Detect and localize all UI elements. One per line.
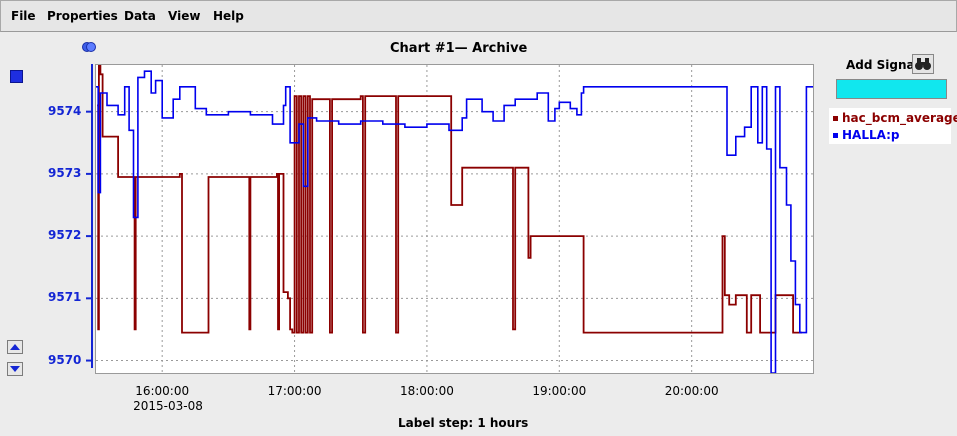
x-tick-label: 18:00:00 [399,384,454,398]
legend-swatch [833,133,838,138]
x-tick-label: 16:00:00 [135,384,190,398]
series-line-hac-bcm-average [97,64,802,334]
x-tick-label: 20:00:00 [664,384,719,398]
menu-properties[interactable]: Properties [47,9,118,23]
chart-title: Chart #1— Archive [390,41,528,56]
chart-svg [96,64,813,374]
pin-icon-secondary [86,42,96,52]
x-tick-label: 17:00:00 [267,384,322,398]
y-tick-label: 9571 [48,290,82,305]
legend-item-hac-bcm-average[interactable]: hac_bcm_average [833,111,957,125]
menu-help[interactable]: Help [213,9,244,23]
menu-data[interactable]: Data [124,9,156,23]
x-date-label: 2015-03-08 [133,399,203,413]
signal-input[interactable] [836,79,947,99]
x-tick-label: 19:00:00 [532,384,587,398]
scroll-up-button[interactable] [7,340,23,354]
arrow-down-icon [10,366,20,372]
add-signal-label: Add Signal [846,58,919,72]
menu-file[interactable]: File [11,9,36,23]
label-step: Label step: 1 hours [398,416,529,430]
y-tick-label: 9574 [48,103,82,118]
plot-area[interactable] [95,64,814,374]
y-tick-label: 9572 [48,228,82,243]
legend-item-halla-p[interactable]: HALLA:p [833,128,900,142]
legend: hac_bcm_average HALLA:p [829,108,957,144]
y-axis [86,64,93,368]
legend-label: HALLA:p [842,128,900,142]
y-tick-label: 9573 [48,165,82,180]
series-line-halla-p [96,70,813,374]
arrow-up-icon [10,344,20,350]
menu-bar: File Properties Data View Help [0,0,957,32]
axis-selector-icon[interactable] [10,70,23,83]
menu-view[interactable]: View [168,9,201,23]
add-signal-button[interactable] [912,54,934,74]
scroll-down-button[interactable] [7,362,23,376]
binoculars-icon [915,58,931,70]
y-tick-label: 9570 [48,352,82,367]
legend-swatch [833,116,838,121]
legend-label: hac_bcm_average [842,111,957,125]
